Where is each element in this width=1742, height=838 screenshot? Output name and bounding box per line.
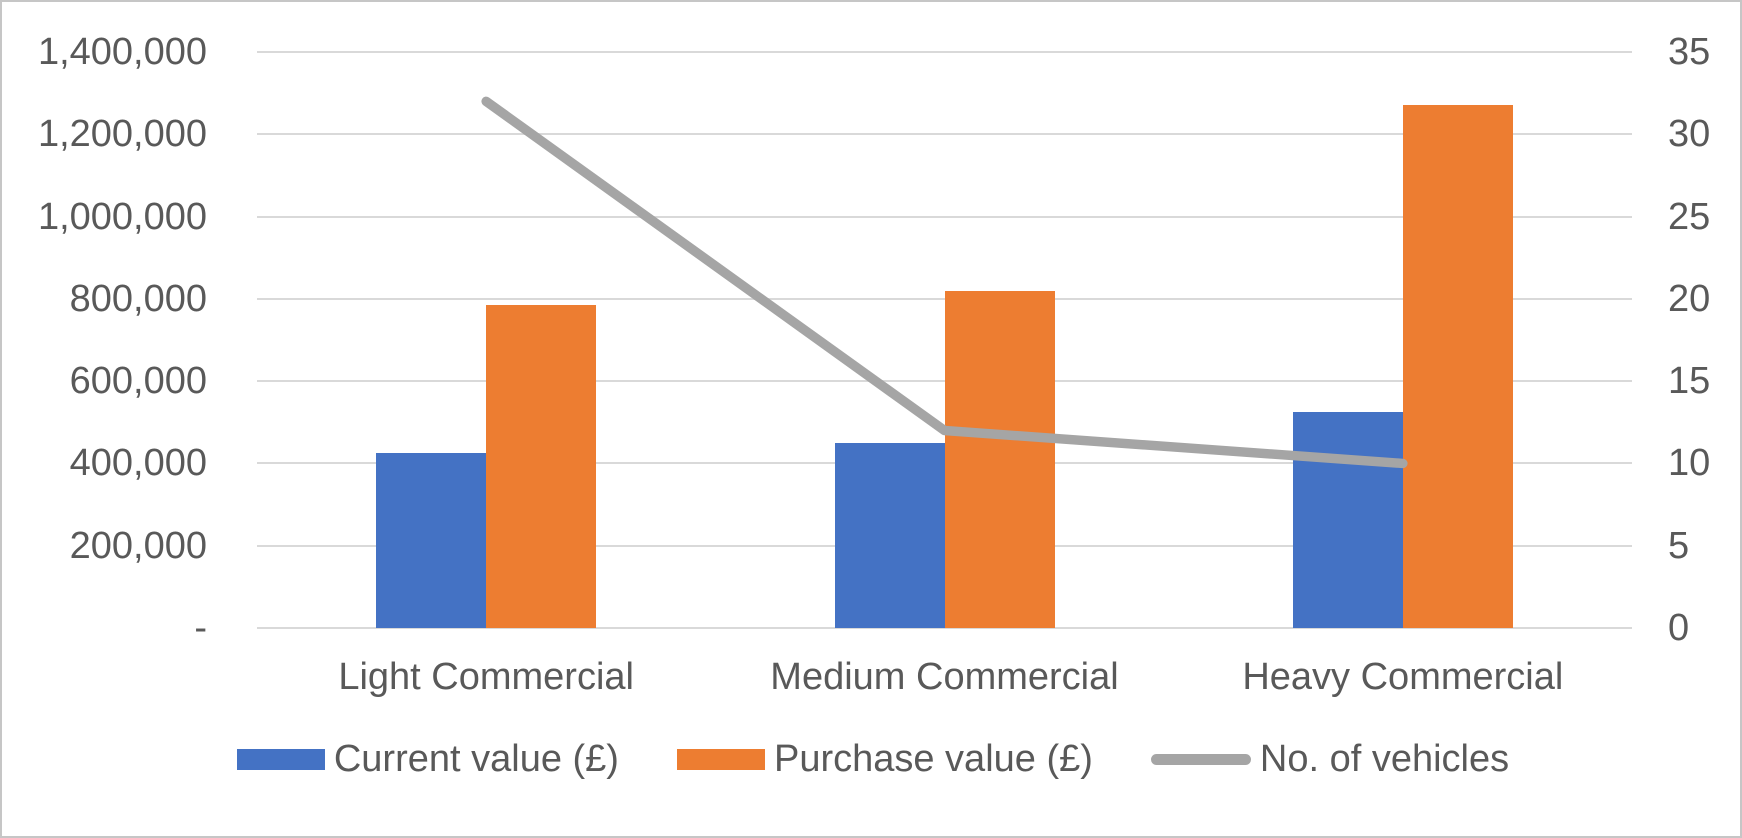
gridline bbox=[257, 51, 1632, 53]
left-axis-tick-label: - bbox=[194, 607, 207, 649]
right-axis-tick-label: 20 bbox=[1668, 277, 1711, 320]
bar-current-value bbox=[834, 442, 945, 628]
left-axis-tick-label: 200,000 bbox=[69, 524, 207, 567]
bar-current-value bbox=[1292, 412, 1403, 628]
purchase-value-swatch-icon bbox=[676, 749, 765, 770]
legend-label-purchase-value: Purchase value (£) bbox=[773, 738, 1093, 780]
bar-purchase-value bbox=[486, 305, 597, 628]
current-value-swatch-icon bbox=[236, 749, 325, 770]
left-axis-tick-label: 400,000 bbox=[69, 442, 207, 485]
left-axis-tick-label: 800,000 bbox=[69, 277, 207, 320]
legend-label-current-value: Current value (£) bbox=[333, 738, 619, 780]
gridline bbox=[257, 133, 1632, 136]
x-axis-line bbox=[257, 627, 1632, 629]
left-axis-tick-label: 1,000,000 bbox=[37, 195, 207, 238]
right-axis-tick-label: 0 bbox=[1668, 607, 1690, 649]
legend-item-purchase-value: Purchase value (£) bbox=[676, 738, 1093, 781]
vehicles-line-swatch-icon bbox=[1150, 754, 1251, 765]
left-axis-tick-label: 1,200,000 bbox=[37, 113, 207, 156]
left-axis-tick-label: 1,400,000 bbox=[37, 31, 207, 73]
right-axis-tick-label: 30 bbox=[1668, 113, 1711, 156]
right-axis-tick-label: 25 bbox=[1668, 195, 1711, 238]
legend-item-vehicles: No. of vehicles bbox=[1150, 738, 1510, 781]
right-axis-tick-label: 10 bbox=[1668, 442, 1711, 485]
left-axis-tick-label: 600,000 bbox=[69, 360, 207, 403]
category-label-heavy-commercial: Heavy Commercial bbox=[1242, 656, 1564, 698]
legend-label-vehicles: No. of vehicles bbox=[1259, 738, 1510, 780]
category-label-light-commercial: Light Commercial bbox=[338, 656, 634, 698]
right-axis-tick-label: 15 bbox=[1668, 360, 1711, 403]
legend-item-current-value: Current value (£) bbox=[236, 738, 619, 781]
category-label-medium-commercial: Medium Commercial bbox=[770, 656, 1119, 698]
vehicles-line bbox=[481, 96, 1408, 469]
right-axis-tick-label: 35 bbox=[1668, 31, 1711, 73]
legend: Current value (£) Purchase value (£) No.… bbox=[2, 738, 1740, 781]
bar-purchase-value bbox=[1402, 105, 1513, 628]
right-axis-tick-label: 5 bbox=[1668, 524, 1690, 567]
gridline bbox=[257, 215, 1632, 218]
bar-current-value bbox=[376, 453, 487, 628]
bar-purchase-value bbox=[944, 290, 1055, 628]
